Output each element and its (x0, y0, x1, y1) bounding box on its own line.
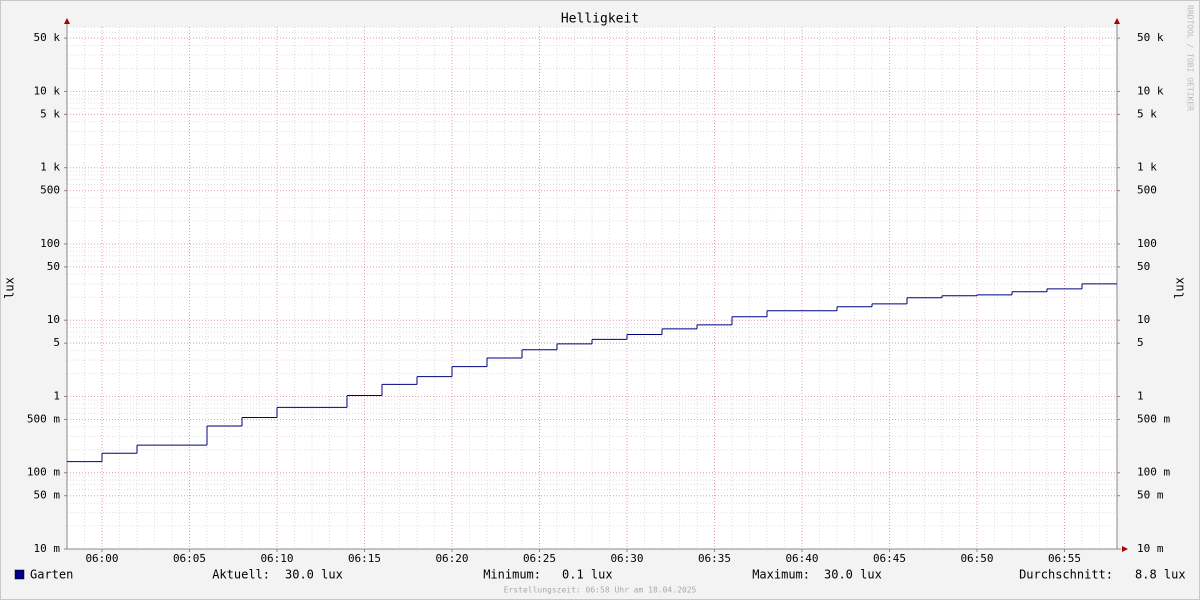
stat-label: Aktuell: (212, 568, 270, 582)
stat-value: 8.8 lux (1135, 568, 1186, 582)
y2-tick-label: 1 k (1137, 161, 1157, 174)
y2-tick-label: 5 k (1137, 107, 1157, 120)
arrow (1114, 18, 1120, 24)
x-tick-label: 06:10 (260, 552, 293, 565)
y2-tick-label: 500 (1137, 184, 1157, 197)
y2-axis-label: lux (1173, 277, 1187, 299)
chart-title: Helligkeit (561, 12, 639, 27)
x-tick-label: 06:40 (785, 552, 818, 565)
x-tick-label: 06:15 (348, 552, 381, 565)
x-tick-label: 06:45 (873, 552, 906, 565)
stat-value: 30.0 lux (285, 568, 343, 582)
y-tick-label: 10 (47, 313, 60, 326)
y2-tick-label: 50 k (1137, 31, 1164, 44)
stat-value: 30.0 lux (824, 568, 882, 582)
stat-label: Minimum: (483, 568, 541, 582)
y-tick-label: 50 (47, 260, 60, 273)
stat-label: Durchschnitt: (1019, 568, 1113, 582)
y2-tick-label: 10 k (1137, 84, 1164, 97)
x-tick-label: 06:50 (960, 552, 993, 565)
y2-tick-label: 10 (1137, 313, 1150, 326)
y-tick-label: 10 m (34, 542, 61, 555)
y-tick-label: 50 m (34, 489, 61, 502)
y2-tick-label: 50 (1137, 260, 1150, 273)
x-tick-label: 06:25 (523, 552, 556, 565)
y-tick-label: 1 (53, 389, 60, 402)
watermark: RRDTOOL / TOBI OETIKER (1186, 5, 1195, 111)
y-tick-label: 100 m (27, 466, 60, 479)
x-tick-label: 06:30 (610, 552, 643, 565)
y2-tick-label: 1 (1137, 389, 1144, 402)
y-tick-label: 5 k (40, 107, 60, 120)
y-axis-label: lux (3, 277, 17, 299)
y-tick-label: 5 (53, 336, 60, 349)
y2-tick-label: 10 m (1137, 542, 1164, 555)
y2-tick-label: 50 m (1137, 489, 1164, 502)
y-tick-label: 100 (40, 237, 60, 250)
stat-value: 0.1 lux (562, 568, 613, 582)
legend-swatch (14, 569, 25, 580)
x-tick-label: 06:20 (435, 552, 468, 565)
x-tick-label: 06:00 (85, 552, 118, 565)
y-tick-label: 50 k (34, 31, 61, 44)
stat-label: Maximum: (752, 568, 810, 582)
y2-tick-label: 100 (1137, 237, 1157, 250)
footer: Erstellungszeit: 06:58 Uhr am 18.04.2025 (504, 586, 697, 595)
y2-tick-label: 500 m (1137, 412, 1170, 425)
y2-tick-label: 100 m (1137, 466, 1170, 479)
x-tick-label: 06:35 (698, 552, 731, 565)
y-tick-label: 10 k (34, 84, 61, 97)
y-tick-label: 500 (40, 184, 60, 197)
x-tick-label: 06:05 (173, 552, 206, 565)
y2-tick-label: 5 (1137, 336, 1144, 349)
arrow (1122, 546, 1128, 552)
legend-label: Garten (30, 568, 73, 582)
x-tick-label: 06:55 (1048, 552, 1081, 565)
y-tick-label: 1 k (40, 161, 60, 174)
arrow (64, 18, 70, 24)
y-tick-label: 500 m (27, 412, 60, 425)
